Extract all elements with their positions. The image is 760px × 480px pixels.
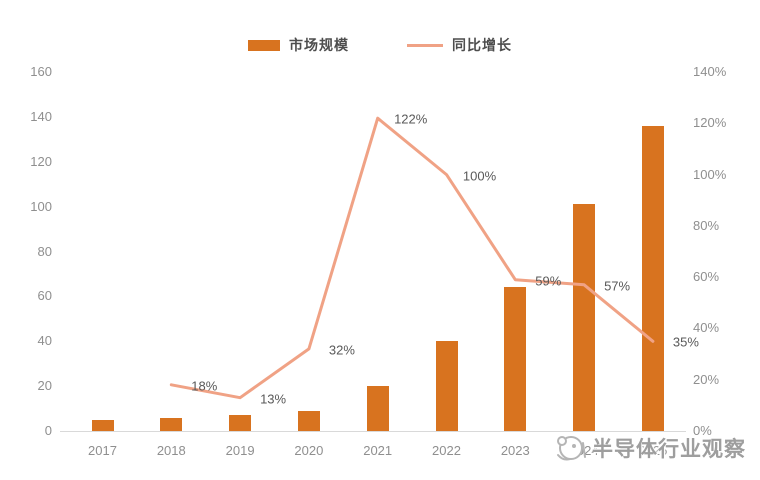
bar-2024 bbox=[573, 204, 596, 431]
right-axis-tick-100%: 100% bbox=[693, 166, 727, 182]
x-axis-line bbox=[60, 431, 686, 432]
x-label-2017: 2017 bbox=[88, 443, 117, 458]
right-axis-tick-0%: 0% bbox=[693, 423, 712, 438]
legend-item-market-size: 市场规模 bbox=[248, 35, 349, 55]
point-label-2019: 13% bbox=[260, 391, 287, 407]
right-axis-tick-120%: 120% bbox=[693, 115, 727, 131]
point-label-2025: 35% bbox=[672, 334, 699, 350]
point-label-2024: 57% bbox=[604, 278, 631, 294]
bar-2021 bbox=[366, 386, 389, 431]
x-label-2020: 2020 bbox=[294, 443, 324, 458]
bar-2017 bbox=[91, 419, 114, 431]
bar-series-label: 市场规模 bbox=[289, 39, 349, 54]
left-axis-tick-160: 160 bbox=[30, 64, 52, 79]
watermark-mascot-icon bbox=[557, 436, 586, 461]
x-label-2022: 2022 bbox=[432, 443, 461, 458]
bar-2020 bbox=[297, 410, 320, 431]
point-label-2023: 59% bbox=[535, 273, 562, 289]
right-axis-tick-20%: 20% bbox=[693, 371, 720, 387]
bar-2019 bbox=[229, 415, 252, 431]
watermark-text: 半导体行业观察 bbox=[592, 437, 746, 461]
x-label-2021: 2021 bbox=[363, 443, 393, 458]
x-label-2019: 2019 bbox=[225, 443, 255, 458]
point-label-2018: 18% bbox=[191, 378, 218, 394]
right-axis-tick-80%: 80% bbox=[693, 217, 720, 233]
left-axis-tick-80: 80 bbox=[37, 243, 52, 259]
watermark: 半导体行业观察 bbox=[552, 431, 746, 465]
right-axis-tick-40%: 40% bbox=[693, 320, 720, 336]
left-axis-tick-120: 120 bbox=[30, 153, 52, 169]
legend-item-yoy-growth: 同比增长 bbox=[407, 35, 512, 55]
right-axis-tick-140%: 140% bbox=[693, 64, 727, 79]
left-axis-tick-20: 20 bbox=[37, 378, 52, 394]
point-label-2022: 100% bbox=[462, 168, 497, 184]
point-label-2020: 32% bbox=[328, 342, 355, 358]
x-label-2018: 2018 bbox=[156, 443, 186, 458]
bar-series-swatch bbox=[248, 39, 280, 51]
bar-2025 bbox=[641, 125, 664, 431]
left-axis-tick-140: 140 bbox=[30, 108, 52, 124]
left-axis-tick-100: 100 bbox=[30, 198, 52, 214]
left-axis-tick-0: 0 bbox=[44, 423, 52, 438]
x-label-2025: 2025 bbox=[638, 443, 668, 458]
x-label-2023: 2023 bbox=[500, 443, 530, 458]
line-series-label: 同比增长 bbox=[452, 39, 512, 54]
left-axis-tick-40: 40 bbox=[37, 333, 52, 349]
line-series-swatch bbox=[407, 43, 443, 47]
bar-2018 bbox=[160, 417, 183, 431]
point-label-2021: 122% bbox=[394, 111, 428, 127]
bar-2022 bbox=[435, 341, 458, 431]
right-axis-tick-60%: 60% bbox=[693, 269, 720, 285]
bar-2023 bbox=[504, 287, 527, 431]
legend: 市场规模 同比增长 bbox=[0, 34, 760, 56]
left-axis-tick-60: 60 bbox=[37, 288, 52, 304]
